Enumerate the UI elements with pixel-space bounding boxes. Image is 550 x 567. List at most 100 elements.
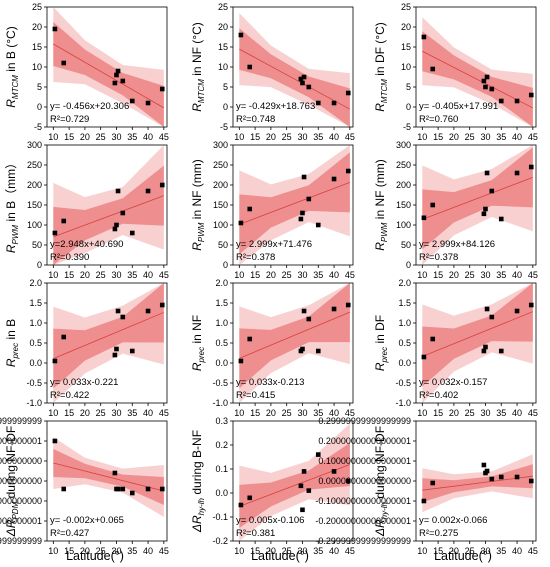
fit-line: [239, 48, 351, 110]
panel-4: 0 50 100 150 200 250 300 10 15 20 25 30 35 40 45 y=2.94…: [4, 140, 169, 280]
y-tick-label: 5: [37, 82, 42, 92]
x-tick-label: 30: [297, 132, 307, 142]
x-tick-label: 45: [528, 408, 538, 418]
x-tick-label: 30: [297, 408, 307, 418]
data-point: [489, 476, 495, 482]
x-tick-label: 25: [282, 270, 292, 280]
y-axis-label: ΔRhy-lh during B-NF: [190, 430, 206, 533]
y-tick-label: 0.0: [215, 358, 228, 368]
x-tick-label: 15: [433, 546, 443, 556]
x-tick-label: 30: [480, 132, 490, 142]
data-point: [306, 196, 312, 202]
data-point: [301, 174, 307, 180]
panel-7: -1.0 -0.5 0.0 0.5 1.0 1.5 2.0 10 15 20 25 30 35 40 45 y…: [4, 278, 169, 418]
data-point: [430, 66, 436, 72]
data-point: [298, 483, 304, 489]
x-tick-label: 35: [313, 132, 323, 142]
y-tick-label: 200: [27, 180, 42, 190]
y-axis-label: ΔRhy-lh during NF-DF: [373, 426, 389, 537]
y-tick-label: 1.5: [398, 298, 411, 308]
x-tick-label: 45: [345, 132, 355, 142]
data-point: [112, 80, 118, 86]
data-point: [120, 314, 126, 320]
x-tick-label: 40: [512, 546, 522, 556]
data-point: [298, 76, 304, 82]
x-tick-label: 40: [512, 270, 522, 280]
data-point: [129, 230, 135, 236]
y-tick-label: 10: [32, 62, 42, 72]
x-tick-label: 15: [433, 408, 443, 418]
y-tick-label: 50: [32, 240, 42, 250]
data-point: [498, 474, 504, 480]
x-tick-label: 25: [465, 270, 475, 280]
r-squared-label: R²=0.415: [236, 390, 275, 401]
x-tick-label: 15: [250, 546, 260, 556]
regression-equation: y= -0.002x+0.065: [50, 515, 124, 526]
fit-line: [422, 475, 533, 491]
x-tick-label: 15: [433, 132, 443, 142]
fit-line: [239, 311, 350, 359]
x-tick-label: 45: [345, 408, 355, 418]
x-axis-label-col-3: Latitude(°): [434, 549, 492, 563]
y-axis-label: Rprec in DF: [373, 315, 389, 371]
r-squared-label: R²=0.760: [419, 114, 458, 125]
y-tick-label: -5: [220, 122, 228, 132]
y-tick-label: 2.0: [29, 278, 42, 288]
y-tick-label: 50: [218, 240, 228, 250]
data-point: [61, 218, 67, 224]
y-tick-label: 100: [396, 220, 411, 230]
r-squared-label: R²=0.729: [50, 114, 89, 125]
r-squared-label: R²=0.275: [419, 528, 458, 539]
y-tick-label: 200: [213, 180, 228, 190]
data-point: [489, 314, 495, 320]
confidence-band: [239, 283, 350, 389]
data-point: [489, 188, 495, 194]
y-tick-label: 0.5: [398, 338, 411, 348]
x-tick-label: 10: [417, 132, 427, 142]
data-point: [300, 507, 305, 513]
data-point: [247, 206, 253, 212]
y-tick-label: -0.14999999999999999: [0, 536, 42, 546]
x-tick-label: 20: [80, 546, 90, 556]
y-tick-label: -0.5: [26, 378, 42, 388]
x-tick-label: 35: [496, 408, 506, 418]
x-tick-label: 35: [496, 546, 506, 556]
data-point: [61, 334, 67, 340]
y-tick-label: 20: [32, 22, 42, 32]
x-tick-label: 25: [465, 408, 475, 418]
fit-line: [422, 176, 533, 220]
regression-equation: y= 2.999x+71.476: [236, 239, 312, 250]
x-tick-label: 20: [266, 132, 276, 142]
y-tick-label: 0.0: [398, 358, 411, 368]
data-point: [345, 478, 351, 484]
y-tick-label: -0.05000000000000000: [0, 496, 42, 506]
x-tick-label: 15: [64, 546, 74, 556]
data-point: [247, 64, 253, 70]
y-tick-label: 10: [218, 62, 228, 72]
x-axis-label-col-2: Latitude(°): [251, 549, 309, 563]
confidence-band: [53, 165, 164, 265]
y-tick-label: 300: [213, 140, 228, 150]
x-tick-label: 40: [143, 408, 153, 418]
panel-5: 0 50 100 150 200 250 300 10 15 20 25 30 35 40 45 y= 2.9…: [190, 140, 355, 280]
y-tick-label: 1.0: [29, 318, 42, 328]
y-tick-label: 0: [37, 260, 42, 270]
y-tick-label: 0.05000000000000000: [0, 456, 42, 466]
x-tick-label: 10: [234, 132, 244, 142]
r-squared-label: R²=0.381: [236, 528, 275, 539]
data-point: [484, 468, 490, 474]
x-tick-label: 30: [297, 546, 307, 556]
x-tick-label: 30: [111, 270, 121, 280]
data-point: [300, 346, 305, 352]
data-point: [514, 98, 520, 104]
panel-10: -0.14999999999999999 -0.10000000000000001…: [0, 416, 169, 556]
panel-3: -5 0 5 10 15 20 25 10 15 20 25 30 35 40 45 y= -0.405x+1…: [373, 2, 538, 142]
y-tick-label: 300: [396, 140, 411, 150]
x-tick-label: 10: [417, 270, 427, 280]
data-point: [301, 308, 307, 314]
x-tick-label: 40: [143, 132, 153, 142]
x-tick-label: 15: [250, 408, 260, 418]
data-point: [238, 32, 244, 38]
data-point: [115, 188, 121, 194]
x-tick-label: 15: [64, 132, 74, 142]
